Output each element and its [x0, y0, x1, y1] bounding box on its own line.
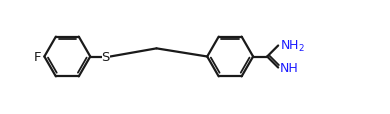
Text: F: F	[34, 51, 41, 63]
Text: S: S	[102, 51, 110, 63]
Text: NH: NH	[280, 61, 298, 74]
Text: NH$_2$: NH$_2$	[280, 38, 305, 53]
